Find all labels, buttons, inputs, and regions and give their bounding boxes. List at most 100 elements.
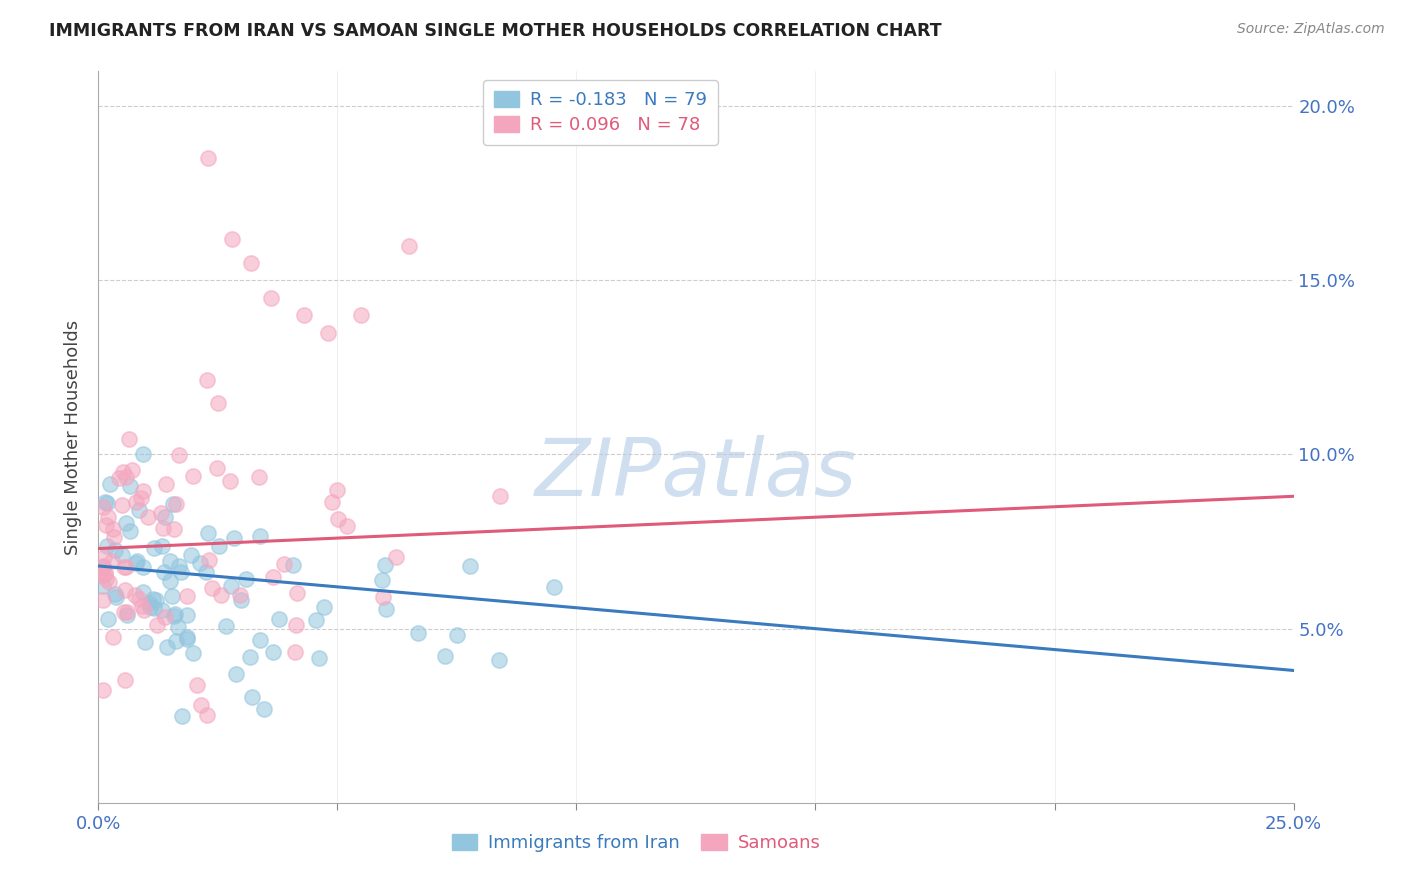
Point <box>142 591 165 606</box>
Point <box>101 630 124 644</box>
Point <box>115 560 138 574</box>
Point <box>253 702 276 716</box>
Point <box>239 650 262 665</box>
Point <box>105 591 128 605</box>
Point <box>111 466 134 480</box>
Point <box>146 618 169 632</box>
Point <box>167 558 190 573</box>
Point <box>91 593 114 607</box>
Point <box>165 497 187 511</box>
Point <box>163 609 186 624</box>
Point <box>488 489 510 503</box>
Text: IMMIGRANTS FROM IRAN VS SAMOAN SINGLE MOTHER HOUSEHOLDS CORRELATION CHART: IMMIGRANTS FROM IRAN VS SAMOAN SINGLE MO… <box>49 22 942 40</box>
Point <box>114 583 136 598</box>
Point <box>328 511 350 525</box>
Point <box>201 581 224 595</box>
Point <box>97 509 120 524</box>
Point <box>370 573 392 587</box>
Point <box>155 476 177 491</box>
Point <box>115 608 138 623</box>
Point <box>269 611 291 625</box>
Point <box>180 548 202 562</box>
Point <box>94 495 117 509</box>
Point <box>143 541 166 555</box>
Point <box>316 326 339 340</box>
Point <box>112 605 135 619</box>
Point <box>183 646 205 660</box>
Point <box>91 568 114 582</box>
Point <box>259 291 281 305</box>
Point <box>218 474 240 488</box>
Point <box>207 461 229 475</box>
Point <box>224 532 246 546</box>
Point <box>118 432 141 446</box>
Point <box>292 308 315 322</box>
Point <box>240 690 263 704</box>
Point <box>96 495 118 509</box>
Point <box>458 559 481 574</box>
Point <box>285 618 308 632</box>
Point <box>132 560 155 574</box>
Point <box>150 539 173 553</box>
Point <box>207 396 229 410</box>
Point <box>371 590 394 604</box>
Point <box>408 626 430 640</box>
Point <box>249 632 271 647</box>
Point <box>374 602 396 616</box>
Point <box>115 605 138 619</box>
Point <box>114 470 136 484</box>
Point <box>124 589 146 603</box>
Text: Source: ZipAtlas.com: Source: ZipAtlas.com <box>1237 22 1385 37</box>
Point <box>94 572 117 586</box>
Point <box>104 587 127 601</box>
Point <box>262 645 284 659</box>
Point <box>249 529 271 543</box>
Point <box>198 553 221 567</box>
Point <box>93 550 115 565</box>
Point <box>94 567 117 582</box>
Point <box>142 600 165 615</box>
Point <box>114 673 136 687</box>
Point <box>91 560 114 574</box>
Point <box>162 497 184 511</box>
Point <box>159 574 181 589</box>
Point <box>167 619 190 633</box>
Point <box>229 589 252 603</box>
Point <box>167 448 190 462</box>
Point <box>194 565 217 579</box>
Point <box>176 607 198 622</box>
Point <box>281 558 304 573</box>
Point <box>153 509 176 524</box>
Point <box>543 580 565 594</box>
Point <box>197 708 219 723</box>
Point <box>152 603 174 617</box>
Point <box>132 483 155 498</box>
Point <box>321 494 343 508</box>
Point <box>131 599 153 614</box>
Point <box>114 516 136 530</box>
Point <box>91 579 114 593</box>
Point <box>131 448 153 462</box>
Point <box>152 521 174 535</box>
Point <box>305 613 328 627</box>
Point <box>111 548 134 562</box>
Point <box>159 554 181 568</box>
Point <box>121 463 143 477</box>
Point <box>284 645 307 659</box>
Point <box>153 565 176 579</box>
Point <box>219 579 242 593</box>
Point <box>118 479 141 493</box>
Point <box>188 556 211 570</box>
Point <box>156 640 179 655</box>
Point <box>128 503 150 517</box>
Point <box>120 524 142 538</box>
Point <box>488 653 510 667</box>
Point <box>111 498 134 512</box>
Point <box>208 539 231 553</box>
Point <box>197 525 219 540</box>
Point <box>176 632 198 646</box>
Point <box>183 468 205 483</box>
Point <box>149 506 172 520</box>
Point <box>262 570 284 584</box>
Point <box>104 543 127 558</box>
